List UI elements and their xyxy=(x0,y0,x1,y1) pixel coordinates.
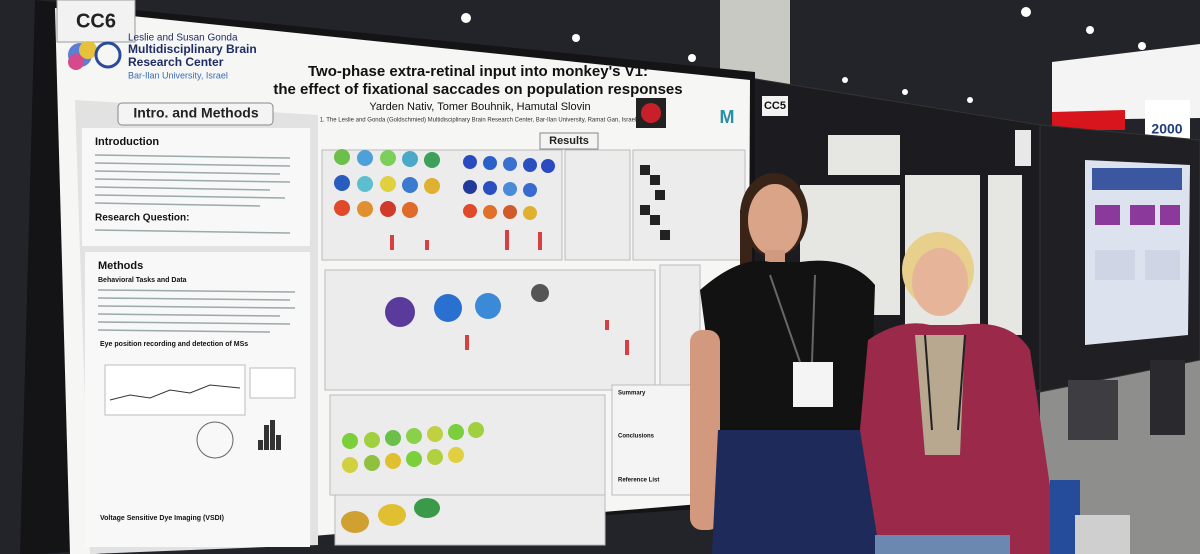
figure xyxy=(104,364,246,416)
ceiling-lights xyxy=(461,7,1146,103)
institution-line: Multidisciplinary Brain xyxy=(128,42,257,56)
poster-authors: Yarden Nativ, Tomer Bouhnik, Hamutal Slo… xyxy=(369,101,590,113)
bars xyxy=(390,230,629,355)
bystander xyxy=(1150,360,1185,435)
logo xyxy=(68,41,122,70)
figure xyxy=(249,367,296,399)
logo-circle xyxy=(641,103,661,123)
section-header-text: Intro. and Methods xyxy=(133,105,258,121)
section-header xyxy=(117,102,274,126)
result-panels xyxy=(321,149,746,546)
subheading: Summary xyxy=(618,391,646,397)
subheading: Reference List xyxy=(618,478,659,484)
banner-stripe xyxy=(1052,110,1125,130)
subheading: Conclusions xyxy=(618,434,655,440)
institution-line: Bar-Ilan University, Israel xyxy=(128,70,228,80)
board-tag-text: CC6 xyxy=(76,10,116,32)
board-label-text: CC5 xyxy=(764,100,786,112)
sign xyxy=(1145,100,1190,140)
text-lines xyxy=(94,154,291,207)
subheading: Eye position recording and detection of … xyxy=(100,341,248,348)
poster-affiliation: 1. The Leslie and Gonda (Goldschmied) Mu… xyxy=(320,118,637,124)
bystander xyxy=(1068,380,1118,440)
text-lines xyxy=(97,289,296,333)
subheading: Introduction xyxy=(95,136,159,148)
poster-right-header xyxy=(1092,168,1182,190)
bag xyxy=(1075,515,1130,554)
subheading: Behavioral Tasks and Data xyxy=(98,277,187,284)
person-left xyxy=(690,173,878,554)
brain-maps xyxy=(334,149,555,533)
logo-mark: M xyxy=(720,107,735,127)
poster-right-figures xyxy=(1095,205,1180,280)
poster-title: Two-phase extra-retinal input into monke… xyxy=(308,63,648,80)
figure-histogram xyxy=(258,420,281,450)
sign-number: 2000 xyxy=(1151,121,1182,137)
institution-line: Research Center xyxy=(128,55,224,69)
board-tag xyxy=(56,0,136,43)
board-label xyxy=(762,96,788,116)
section-header xyxy=(539,132,599,150)
board-tag xyxy=(1015,130,1031,166)
subheading: Research Question: xyxy=(95,213,189,224)
poster-title: the effect of fixational saccades on pop… xyxy=(273,81,682,98)
text-line xyxy=(94,229,291,234)
subheading: Methods xyxy=(98,260,143,272)
institution-line: Leslie and Susan Gonda xyxy=(128,33,238,44)
raster xyxy=(640,165,670,240)
section-header-text: Results xyxy=(549,135,589,147)
person-right xyxy=(860,232,1060,554)
figure-polar xyxy=(196,421,234,459)
figure-trace xyxy=(109,384,241,401)
subheading: Voltage Sensitive Dye Imaging (VSDI) xyxy=(100,515,224,522)
